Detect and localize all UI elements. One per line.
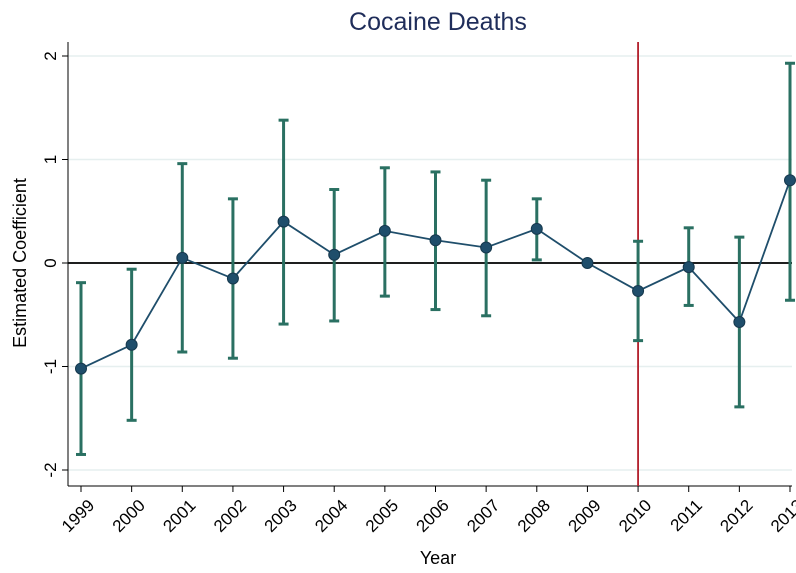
point-2013 bbox=[784, 174, 796, 187]
point-2002 bbox=[226, 272, 239, 285]
point-2004 bbox=[328, 248, 341, 261]
y-tick-label-2: 0 bbox=[41, 258, 60, 267]
point-1999 bbox=[75, 362, 87, 375]
point-2001 bbox=[176, 251, 189, 264]
y-tick-label-4: 2 bbox=[41, 51, 60, 60]
x-tick-label-2001: 2001 bbox=[159, 496, 199, 536]
x-tick-label-2009: 2009 bbox=[564, 496, 604, 536]
x-tick-label-2011: 2011 bbox=[667, 496, 706, 535]
x-tick-label-2008: 2008 bbox=[514, 496, 554, 536]
x-tick-labels: 1999 2000 2001 2002 2003 2004 2005 2006 2007 2008… bbox=[58, 496, 796, 536]
x-tick-label-2013: 2013 bbox=[767, 496, 796, 536]
axes bbox=[62, 42, 792, 492]
x-axis-label: Year bbox=[420, 548, 456, 568]
y-tick-label-0: -2 bbox=[41, 462, 60, 477]
x-tick-label-2004: 2004 bbox=[311, 496, 351, 536]
x-tick-label-2005: 2005 bbox=[362, 496, 402, 536]
x-tick-label-2003: 2003 bbox=[261, 496, 301, 536]
point-2005 bbox=[378, 224, 391, 237]
point-2009 bbox=[581, 257, 594, 269]
point-2012 bbox=[733, 315, 746, 328]
series-points bbox=[75, 174, 796, 375]
x-tick-label-2010: 2010 bbox=[615, 496, 655, 536]
point-2007 bbox=[480, 241, 493, 254]
point-2003 bbox=[277, 215, 290, 228]
point-2011 bbox=[682, 261, 695, 274]
x-tick-label-2007: 2007 bbox=[463, 496, 503, 536]
point-2000 bbox=[125, 338, 138, 351]
point-2006 bbox=[429, 234, 442, 247]
point-2010 bbox=[632, 284, 645, 297]
x-tick-label-2006: 2006 bbox=[413, 496, 453, 536]
y-tick-label-3: 1 bbox=[41, 155, 60, 164]
y-axis-label: Estimated Coefficient bbox=[10, 178, 30, 348]
x-tick-label-2012: 2012 bbox=[716, 496, 756, 536]
y-tick-labels: -2 -1 0 1 2 bbox=[41, 51, 60, 477]
x-tick-label-1999: 1999 bbox=[58, 496, 98, 536]
chart-title: Cocaine Deaths bbox=[349, 8, 527, 36]
x-tick-label-2000: 2000 bbox=[109, 496, 149, 536]
point-2008 bbox=[530, 222, 543, 235]
y-tick-label-1: -1 bbox=[41, 359, 60, 374]
x-tick-label-2002: 2002 bbox=[210, 496, 250, 536]
